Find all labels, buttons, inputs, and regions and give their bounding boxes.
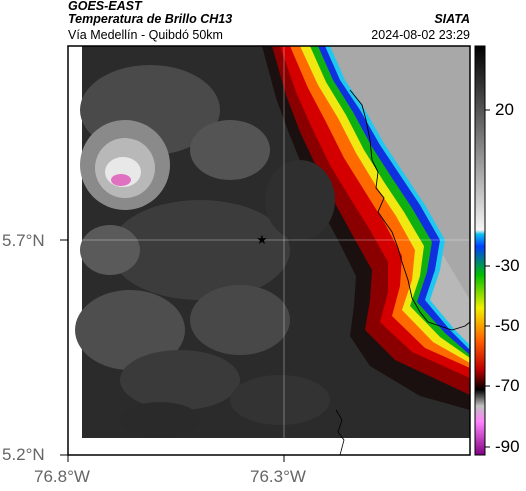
station-star-icon: ★ bbox=[256, 233, 268, 248]
organization-label: SIATA bbox=[434, 12, 470, 26]
satellite-title: GOES-EAST bbox=[68, 0, 142, 13]
colorbar-label-20: 20 bbox=[495, 100, 514, 119]
lat-label-5.2: 5.2°N bbox=[2, 445, 45, 464]
map-frame bbox=[67, 45, 471, 456]
region-subtitle: Vía Medellín - Quibdó 50km bbox=[68, 28, 223, 42]
colorbar bbox=[474, 45, 486, 456]
river-line bbox=[335, 409, 345, 455]
lon-label-76.8: 76.8°W bbox=[34, 467, 90, 486]
colorbar-label-m30: -30 bbox=[495, 256, 520, 275]
product-title: Temperatura de Brillo CH13 bbox=[68, 12, 233, 26]
colorbar-label-m50: -50 bbox=[495, 316, 520, 335]
lon-label-76.3: 76.3°W bbox=[250, 467, 306, 486]
coastline bbox=[349, 89, 470, 331]
datetime-label: 2024-08-02 23:29 bbox=[371, 28, 470, 42]
lat-label-5.7: 5.7°N bbox=[2, 231, 45, 250]
colorbar-label-m90: -90 bbox=[495, 437, 520, 456]
colorbar-label-m70: -70 bbox=[495, 376, 520, 395]
cold-cloud-top-core bbox=[111, 174, 131, 186]
